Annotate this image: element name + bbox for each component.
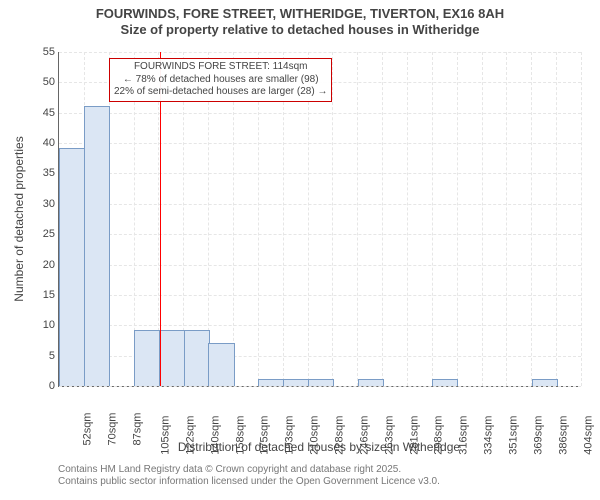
gridline-h [59, 173, 581, 174]
gridline-h [59, 52, 581, 53]
ytick-label: 40 [43, 137, 55, 149]
ytick-label: 10 [43, 319, 55, 331]
gridline-v [382, 52, 383, 386]
chart-title: FOURWINDS, FORE STREET, WITHERIDGE, TIVE… [0, 0, 600, 37]
gridline-v [308, 52, 309, 386]
gridline-v [531, 52, 532, 386]
bar [358, 379, 384, 386]
bar [134, 330, 160, 386]
gridline-h [59, 386, 581, 387]
ytick-label: 30 [43, 198, 55, 210]
gridline-v [258, 52, 259, 386]
gridline-v [506, 52, 507, 386]
gridline-h [59, 143, 581, 144]
bar [532, 379, 558, 386]
xtick-label: 351sqm [508, 416, 520, 455]
xtick-label: 52sqm [82, 413, 94, 446]
bar [184, 330, 210, 386]
ytick-label: 25 [43, 228, 55, 240]
gridline-v [432, 52, 433, 386]
ytick-label: 55 [43, 46, 55, 58]
gridline-h [59, 295, 581, 296]
annotation-line1: FOURWINDS FORE STREET: 114sqm [114, 61, 327, 74]
attribution: Contains HM Land Registry data © Crown c… [58, 464, 440, 488]
bar [258, 379, 284, 386]
ytick-label: 45 [43, 107, 55, 119]
bar [308, 379, 334, 386]
bar [84, 106, 110, 386]
gridline-h [59, 234, 581, 235]
gridline-h [59, 325, 581, 326]
ytick-label: 15 [43, 289, 55, 301]
xtick-label: 105sqm [160, 416, 172, 455]
chart-container: FOURWINDS, FORE STREET, WITHERIDGE, TIVE… [0, 0, 600, 500]
gridline-v [332, 52, 333, 386]
ytick-label: 5 [49, 350, 55, 362]
xtick-label: 87sqm [132, 413, 144, 446]
bar [59, 148, 85, 386]
gridline-v [457, 52, 458, 386]
gridline-v [581, 52, 582, 386]
ytick-label: 0 [49, 380, 55, 392]
xtick-label: 404sqm [582, 416, 594, 455]
bar [432, 379, 458, 386]
ytick-label: 35 [43, 167, 55, 179]
annotation-box: FOURWINDS FORE STREET: 114sqm ← 78% of d… [109, 58, 332, 102]
xtick-label: 369sqm [532, 416, 544, 455]
bar [283, 379, 309, 386]
ytick-label: 20 [43, 259, 55, 271]
xtick-label: 386sqm [557, 416, 569, 455]
plot-area: 051015202530354045505552sqm70sqm87sqm105… [58, 52, 581, 387]
gridline-v [357, 52, 358, 386]
gridline-v [233, 52, 234, 386]
y-axis-label: Number of detached properties [12, 136, 26, 301]
annotation-line2: ← 78% of detached houses are smaller (98… [114, 74, 327, 87]
attribution-line2: Contains public sector information licen… [58, 476, 440, 488]
gridline-h [59, 265, 581, 266]
title-line2: Size of property relative to detached ho… [0, 22, 600, 38]
gridline-h [59, 113, 581, 114]
annotation-line3: 22% of semi-detached houses are larger (… [114, 86, 327, 99]
bar [159, 330, 185, 386]
bar [208, 343, 234, 387]
title-line1: FOURWINDS, FORE STREET, WITHERIDGE, TIVE… [0, 6, 600, 22]
xtick-label: 70sqm [107, 413, 119, 446]
attribution-line1: Contains HM Land Registry data © Crown c… [58, 464, 440, 476]
gridline-v [482, 52, 483, 386]
reference-line [160, 52, 161, 386]
ytick-label: 50 [43, 76, 55, 88]
gridline-v [556, 52, 557, 386]
gridline-v [407, 52, 408, 386]
xtick-label: 334sqm [483, 416, 495, 455]
x-axis-label: Distribution of detached houses by size … [178, 440, 460, 454]
gridline-h [59, 204, 581, 205]
gridline-v [283, 52, 284, 386]
